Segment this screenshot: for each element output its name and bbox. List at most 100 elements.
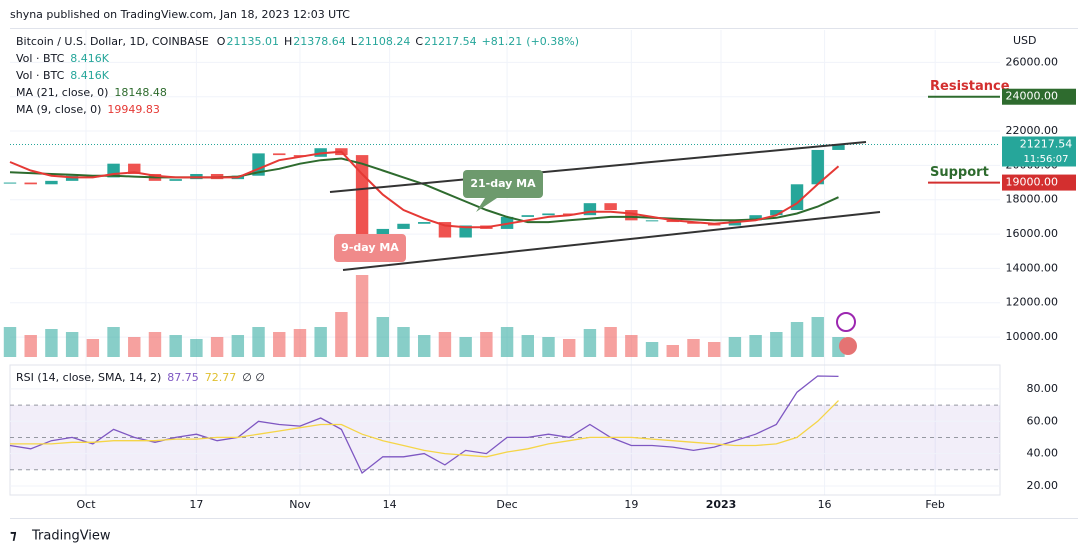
volume-bar <box>45 329 58 357</box>
level-label: 24000.00 <box>1006 90 1059 103</box>
volume-bar <box>86 339 100 357</box>
volume-bar <box>397 327 410 357</box>
candle <box>45 180 58 185</box>
x-tick-label: Dec <box>496 498 517 511</box>
legend-text: 72.77 <box>205 371 237 384</box>
legend-text: MA (9, close, 0) <box>16 103 101 116</box>
candle <box>397 223 410 229</box>
volume-bar <box>24 335 37 357</box>
volume-bar <box>770 332 783 357</box>
volume-bar <box>749 335 762 357</box>
level-label: 19000.00 <box>1006 176 1059 189</box>
ohlc-name: L <box>351 35 358 48</box>
y-tick-label: 26000.00 <box>1006 55 1059 68</box>
annotation: 21-day MA <box>470 177 536 190</box>
candle <box>770 210 783 216</box>
volume-bar <box>252 327 265 357</box>
candle <box>832 144 845 150</box>
volume-bar <box>273 332 286 357</box>
volume-bar <box>790 322 804 357</box>
level-name: Resistance <box>930 79 1010 94</box>
ohlc-value: 21378.64 <box>293 35 346 48</box>
volume-bar <box>459 337 472 357</box>
legend-text: MA (21, close, 0) <box>16 86 108 99</box>
volume-bar <box>148 332 162 357</box>
candle <box>24 182 37 185</box>
volume-bar <box>562 339 576 357</box>
symbol: Bitcoin / U.S. Dollar, 1D, COINBASE <box>16 35 209 48</box>
y-tick-label: 80.00 <box>1027 382 1059 395</box>
candle <box>3 182 17 184</box>
legend-text: 8.416K <box>70 69 109 82</box>
y-tick-label: 22000.00 <box>1006 124 1059 137</box>
x-tick-label: Nov <box>289 498 311 511</box>
volume-bar <box>65 332 79 357</box>
volume-bar <box>625 335 638 357</box>
annotation-pointer <box>476 198 497 212</box>
legend-text: Vol · BTC <box>16 69 65 82</box>
divider <box>10 28 1078 29</box>
x-tick-label: 2023 <box>706 498 737 511</box>
legend-text: RSI (14, close, SMA, 14, 2) <box>16 371 161 384</box>
volume-bar <box>190 339 203 357</box>
volume-bar <box>376 317 390 357</box>
candle <box>625 210 638 221</box>
volume-bar <box>645 342 659 357</box>
ohlc-value: 21108.24 <box>358 35 411 48</box>
volume-bar <box>604 327 617 357</box>
rsi-panel-border <box>9 364 1001 496</box>
channel-lower <box>342 211 881 271</box>
y-tick-label: 60.00 <box>1027 414 1059 427</box>
ohlc-name: C <box>415 35 423 48</box>
candle <box>521 215 534 217</box>
candle <box>128 163 141 174</box>
currency: USD <box>1013 34 1037 47</box>
ma-line <box>9 150 840 229</box>
volume-bar <box>3 327 17 357</box>
x-tick-label: 19 <box>624 498 638 511</box>
y-tick-label: 40.00 <box>1027 447 1059 460</box>
annotation-box <box>463 170 543 198</box>
legend-text: Vol · BTC <box>16 52 65 65</box>
icon <box>839 337 857 355</box>
ohlc-value: 21217.54 <box>424 35 477 48</box>
candle <box>645 220 659 222</box>
brand-logo: ⁊ <box>10 529 17 544</box>
volume-bar <box>128 337 141 357</box>
publisher: shyna published on TradingView.com, Jan … <box>10 8 350 21</box>
channel-upper <box>329 141 867 193</box>
candle <box>459 225 472 238</box>
volume-bar <box>728 337 742 357</box>
volume-bar <box>811 317 824 357</box>
ohlc-name: O <box>217 35 226 48</box>
volume-bar <box>293 329 307 357</box>
level-box <box>1002 174 1076 191</box>
volume-bar <box>480 332 493 357</box>
volume-bar <box>542 337 555 357</box>
rsi-line <box>10 400 839 458</box>
annotation: 9-day MA <box>341 241 399 254</box>
candle <box>418 222 431 224</box>
volume-bar <box>210 337 224 357</box>
x-tick-label: 17 <box>189 498 203 511</box>
x-tick-label: Feb <box>925 498 944 511</box>
volume-bar <box>687 339 700 357</box>
legend-text: 19949.83 <box>107 103 160 116</box>
candle <box>169 179 182 181</box>
ma-line <box>9 157 839 224</box>
candle <box>376 228 390 235</box>
candle <box>790 184 804 211</box>
candle <box>749 215 762 221</box>
level-name: Support <box>930 165 989 180</box>
y-tick-label: 20.00 <box>1027 479 1059 492</box>
volume-bar <box>231 335 245 357</box>
candle <box>355 155 369 235</box>
volume-bar <box>500 327 514 357</box>
legend-text: ∅ ∅ <box>242 371 265 384</box>
volume-bar <box>438 332 452 357</box>
x-tick-label: Oct <box>76 498 96 511</box>
volume-bar <box>707 342 721 357</box>
divider <box>10 518 1078 519</box>
candle <box>811 149 824 185</box>
